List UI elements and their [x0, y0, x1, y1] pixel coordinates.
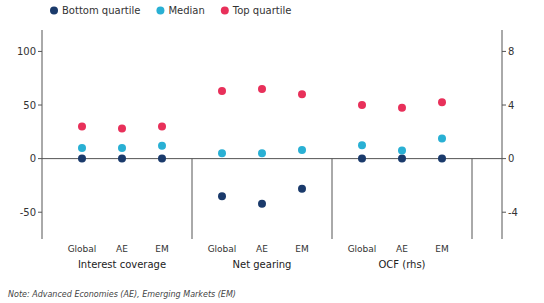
note: Note: Advanced Economies (AE), Emerging …: [8, 290, 236, 299]
point: [358, 141, 366, 149]
point: [298, 90, 306, 98]
point: [118, 155, 126, 163]
y2-tick-label: 4: [508, 100, 514, 111]
point: [158, 155, 166, 163]
x-tick-label: Global: [68, 244, 97, 254]
y2-axis-line: [502, 30, 503, 239]
point: [358, 101, 366, 109]
section-divider: [472, 159, 473, 239]
y2-tick-label: -4: [508, 207, 518, 218]
point: [118, 144, 126, 152]
zero-line: [42, 158, 502, 159]
point: [218, 87, 226, 95]
legend-marker: [50, 7, 58, 15]
legend-marker: [156, 7, 164, 15]
point: [358, 155, 366, 163]
y-tick: [38, 212, 42, 213]
y2-tick: [502, 212, 506, 213]
y-tick-label: 50: [23, 100, 36, 111]
x-tick-label: EM: [155, 244, 168, 254]
point: [398, 104, 406, 112]
x-tick-label: AE: [256, 244, 268, 254]
y-tick-label: 100: [17, 46, 36, 57]
point: [78, 144, 86, 152]
x-tick-label: AE: [116, 244, 128, 254]
point: [438, 98, 446, 106]
y2-tick: [502, 105, 506, 106]
point: [78, 122, 86, 130]
y2-tick-label: 0: [508, 153, 514, 164]
point: [438, 155, 446, 163]
point: [398, 147, 406, 155]
x-tick-label: EM: [295, 244, 308, 254]
point: [298, 146, 306, 154]
point: [258, 200, 266, 208]
point: [438, 135, 446, 143]
legend-label: Top quartile: [232, 5, 292, 16]
point: [78, 155, 86, 163]
y2-tick-label: 8: [508, 46, 514, 57]
y-tick: [38, 105, 42, 106]
section-divider: [192, 159, 193, 239]
y-tick: [38, 51, 42, 52]
y2-tick: [502, 158, 506, 159]
y-axis-line: [42, 30, 43, 239]
legend-label: Bottom quartile: [62, 5, 140, 16]
y2-tick: [502, 51, 506, 52]
x-tick-label: EM: [435, 244, 448, 254]
point: [258, 149, 266, 157]
point: [218, 149, 226, 157]
x-tick-label: AE: [396, 244, 408, 254]
point: [258, 85, 266, 93]
x-tick-label: Global: [208, 244, 237, 254]
point: [298, 185, 306, 193]
legend-marker: [221, 7, 229, 15]
legend-label: Median: [168, 5, 204, 16]
point: [118, 125, 126, 133]
y-tick: [38, 158, 42, 159]
y-tick-label: 0: [30, 153, 36, 164]
legend: Bottom quartile Median Top quartile: [50, 5, 291, 16]
point: [218, 192, 226, 200]
x-tick-label: Global: [348, 244, 377, 254]
section-label: Net gearing: [233, 259, 292, 270]
point: [158, 142, 166, 150]
point: [158, 122, 166, 130]
section-divider: [332, 159, 333, 239]
section-label: Interest coverage: [78, 259, 166, 270]
marks: [78, 85, 446, 208]
y-tick-label: -50: [20, 207, 36, 218]
section-label: OCF (rhs): [378, 259, 425, 270]
point: [398, 155, 406, 163]
